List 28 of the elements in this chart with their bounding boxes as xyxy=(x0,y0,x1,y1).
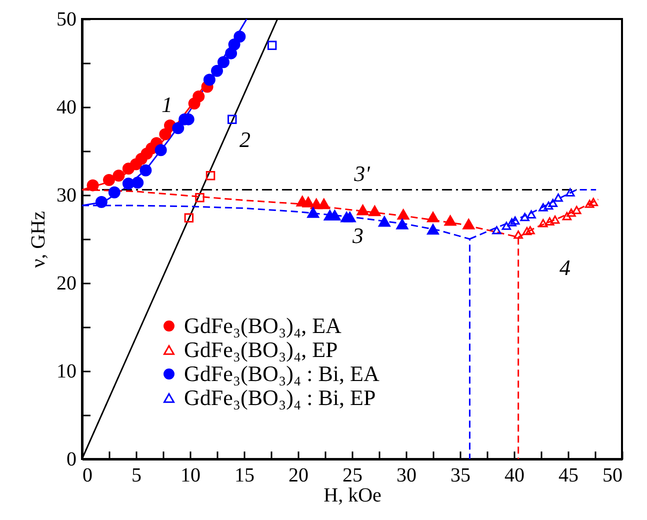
x-tick-label: 40 xyxy=(504,464,524,486)
legend-label: GdFe₃(BO₃)₄, EA xyxy=(184,313,342,338)
annotation: 1 xyxy=(162,92,172,118)
x-tick-label: 50 xyxy=(602,464,622,486)
y-tick-label: 10 xyxy=(56,360,76,382)
x-tick-label: 5 xyxy=(132,464,142,486)
x-tick-label: 45 xyxy=(558,464,578,486)
legend-label: GdFe₃(BO₃)₄, EP xyxy=(184,337,338,362)
annotation: 3' xyxy=(353,161,370,186)
x-tick-label: 15 xyxy=(234,464,254,486)
annotation: 3 xyxy=(352,223,364,248)
legend-label: GdFe₃(BO₃)₄ : Bi, EP xyxy=(184,385,376,410)
y-tick-label: 30 xyxy=(56,184,76,206)
y-tick-label: 0 xyxy=(66,448,76,470)
y-axis-title: ν, GHz xyxy=(28,210,50,268)
x-axis-title: H, kOe xyxy=(324,484,382,506)
annotation: 4 xyxy=(560,255,570,280)
y-tick-label: 40 xyxy=(56,96,76,118)
y-tick-label: 50 xyxy=(56,8,76,30)
y-tick-label: 20 xyxy=(56,272,76,294)
x-tick-label: 20 xyxy=(288,464,308,486)
x-tick-label: 10 xyxy=(180,464,200,486)
x-tick-label: 30 xyxy=(396,464,416,486)
x-tick-label: 25 xyxy=(342,464,362,486)
annotation: 2 xyxy=(240,127,250,152)
legend-label: GdFe₃(BO₃)₄ : Bi, EA xyxy=(184,361,380,386)
x-tick-label: 0 xyxy=(82,464,92,486)
x-tick-label: 35 xyxy=(450,464,470,486)
